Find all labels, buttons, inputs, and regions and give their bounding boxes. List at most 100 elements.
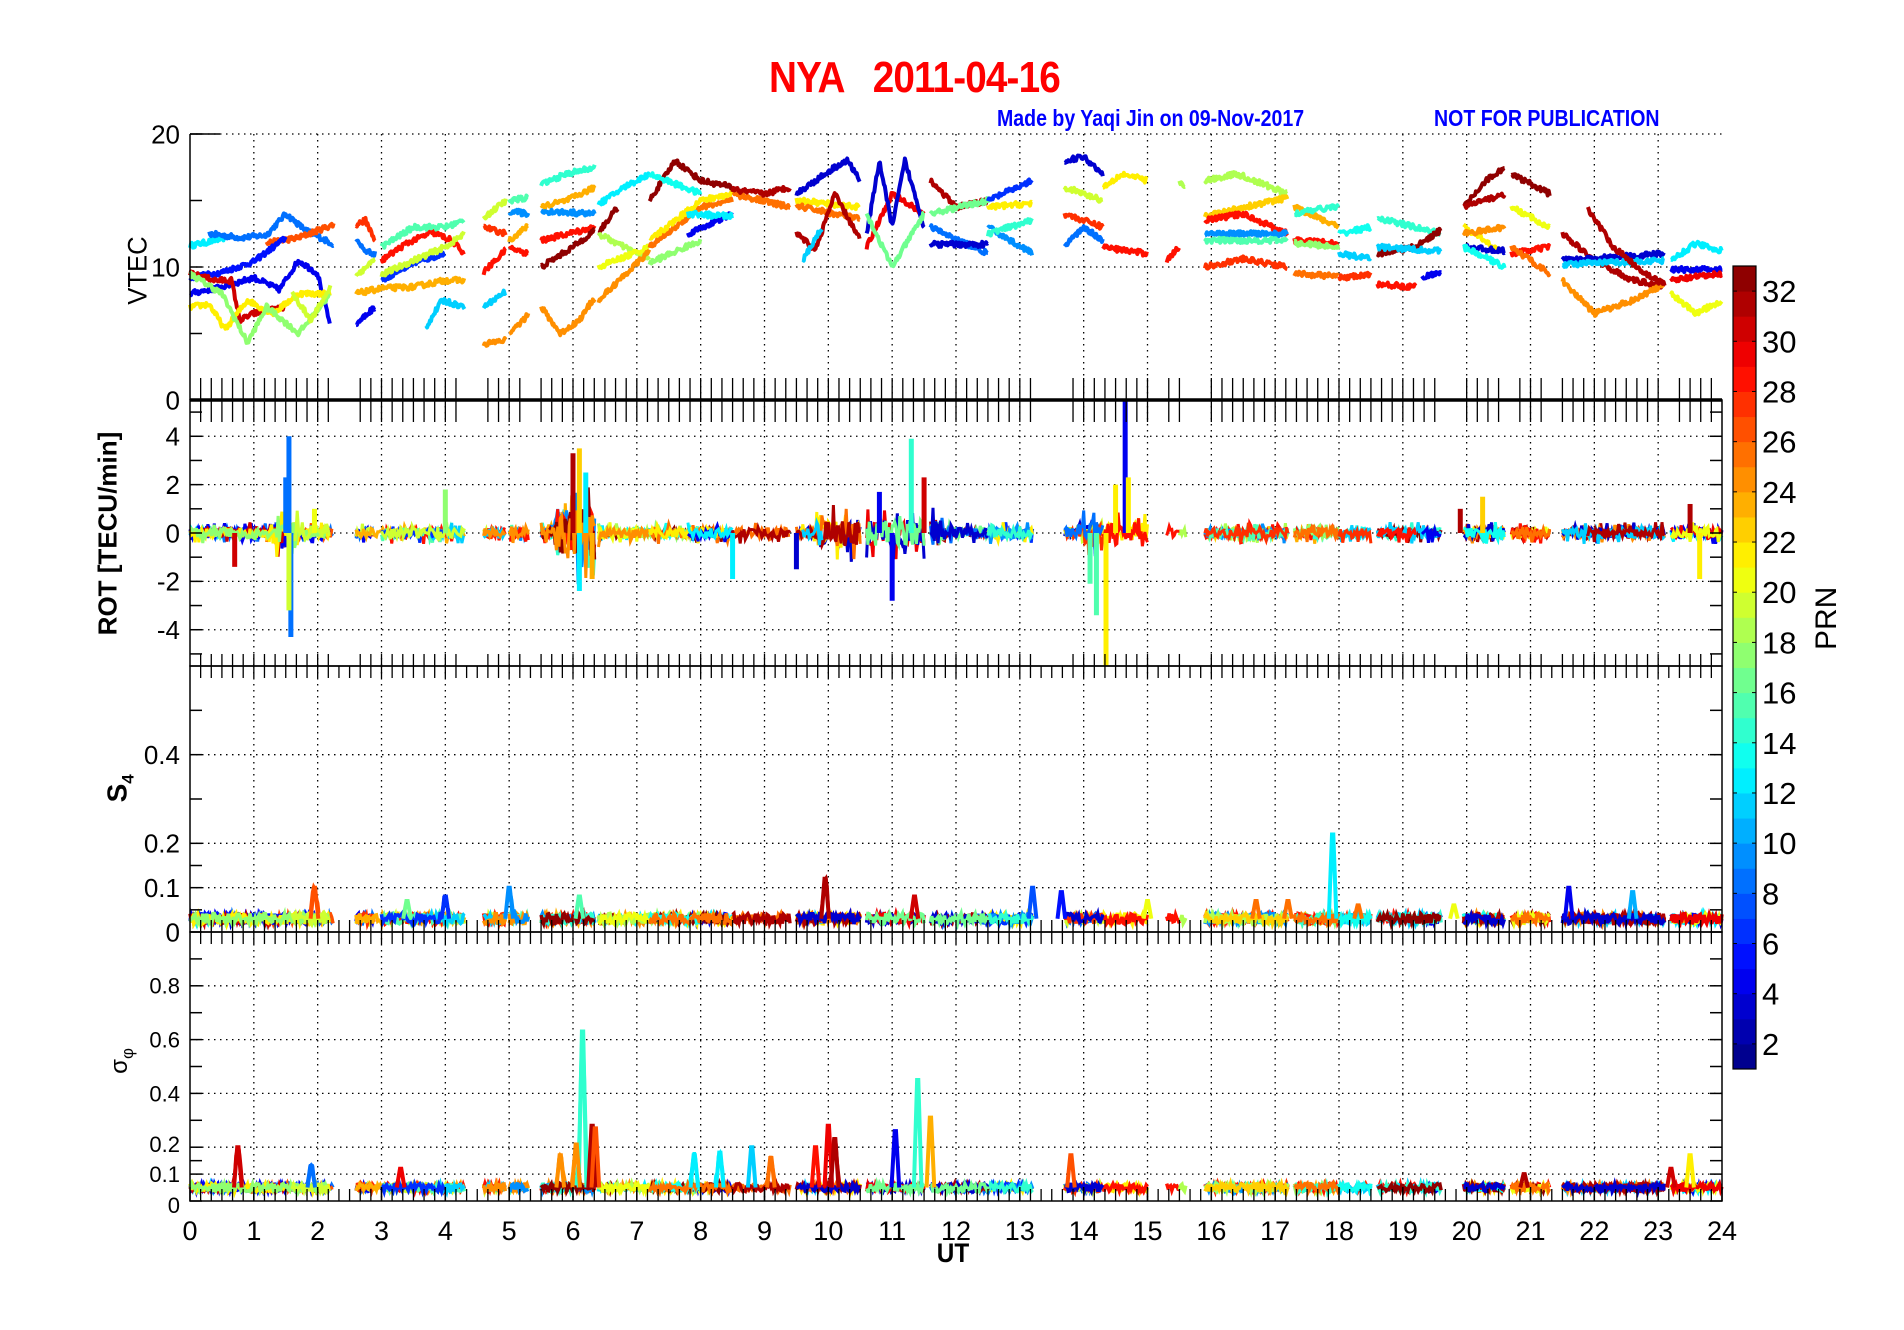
sigma-phi-peak-prn-14 [911, 1078, 924, 1188]
colorbar-tick-label: 16 [1762, 676, 1796, 711]
vtec-track-prn-27 [482, 223, 508, 238]
sigma_phi-ytick-label: 0.1 [149, 1162, 180, 1187]
sigma-phi-peak-prn-25 [765, 1156, 777, 1188]
rot-series-prn-28 [1376, 526, 1418, 543]
vtec-track-prn-32 [597, 206, 620, 235]
vtec-track-prn-24 [1461, 223, 1507, 237]
s4-series-prn-3 [1462, 908, 1506, 931]
colorbar-tick-label: 22 [1762, 525, 1796, 560]
rot-series-prn-4 [1420, 523, 1442, 543]
s4-peak-prn-25 [1250, 899, 1262, 920]
sigma-phi-peak-prn-28 [809, 1145, 822, 1188]
rot-ytick-label: -2 [157, 567, 180, 597]
sigma-phi-peak-prn-26 [1065, 1153, 1077, 1188]
vtec-track-prn-11 [1337, 250, 1373, 262]
sigma-phi-series-prn-22 [1203, 1176, 1290, 1198]
s4-series-prn-16 [928, 907, 990, 931]
s4-ytick-label: 0.4 [144, 740, 180, 770]
vtec-track-prn-20 [1669, 290, 1724, 317]
s4-peak-prn-5 [1055, 890, 1068, 919]
colorbar-tick-label: 18 [1762, 625, 1796, 660]
rot-series-prn-12 [686, 522, 734, 544]
s4-peak-prn-25 [1282, 899, 1294, 920]
colorbar-swatch-20 [1733, 567, 1756, 593]
sigma-phi-peak-prn-30 [232, 1145, 244, 1188]
vtec-track-prn-31 [1586, 206, 1667, 287]
s4-series-prn-20 [597, 908, 651, 928]
vtec-ytick-label: 0 [166, 385, 180, 415]
sigma-phi-series-prn-19 [290, 1179, 331, 1197]
vtec-ytick-label: 20 [151, 119, 180, 149]
x-tick-label: 6 [565, 1216, 580, 1246]
colorbar-swatch-32 [1733, 266, 1756, 292]
s4-peak-prn-20 [1141, 899, 1154, 920]
colorbar-swatch-8 [1733, 868, 1756, 894]
sigma-phi-peak-prn-31 [1518, 1172, 1530, 1188]
colorbar-swatch-25 [1733, 441, 1756, 468]
vtec-track-prn-20 [596, 243, 652, 270]
colorbar-swatch-24 [1733, 466, 1756, 493]
vtec-track-prn-9 [1203, 229, 1289, 239]
vtec-track-prn-6 [986, 177, 1034, 202]
vtec-track-prn-28 [1164, 245, 1181, 264]
colorbar-swatch-23 [1733, 491, 1756, 518]
x-tick-label: 18 [1324, 1216, 1354, 1246]
s4-ytick-label: 0 [166, 917, 180, 947]
colorbar-tick-label: 6 [1762, 927, 1779, 962]
rot-series-prn-31 [795, 505, 861, 551]
sigma-phi-series-prn-25 [1509, 1178, 1552, 1197]
sigma-phi-series-prn-25 [1293, 1177, 1341, 1198]
colorbar-swatch-18 [1733, 617, 1756, 643]
rot-series-prn-31 [731, 522, 792, 545]
vtec-track-prn-31 [730, 185, 792, 198]
colorbar-tick-label: 4 [1762, 977, 1779, 1012]
vtec-track-prn-24 [539, 297, 597, 338]
sigma-phi-series-prn-24 [481, 1177, 508, 1196]
colorbar-tick-label: 10 [1762, 826, 1796, 861]
sigma-phi-series-prn-3 [1561, 1177, 1667, 1199]
x-tick-label: 12 [941, 1216, 971, 1246]
rot-series-prn-27 [1337, 525, 1373, 544]
sigma-phi-peak-prn-21 [1684, 1153, 1696, 1188]
s4-series-prn-19 [290, 908, 331, 929]
colorbar-swatch-21 [1733, 542, 1756, 568]
sigma-phi-series-prn-16 [929, 1177, 990, 1198]
colorbar-swatch-11 [1733, 792, 1756, 819]
colorbar-swatch-1 [1733, 1043, 1756, 1070]
vtec-track-prn-25 [1292, 269, 1340, 280]
vtec-track-prn-14 [985, 217, 1034, 238]
vtec-track-prn-24 [508, 312, 531, 336]
sigma-phi-peak-prn-26 [589, 1126, 602, 1188]
colorbar-tick-label: 14 [1762, 726, 1796, 761]
rot-series-prn-28 [1101, 509, 1149, 548]
vtec-track-prn-13 [648, 171, 703, 196]
colorbar-swatch-29 [1733, 341, 1756, 367]
colorbar-swatch-12 [1733, 767, 1756, 794]
rot-ytick-label: 4 [166, 422, 180, 452]
s4-peak-prn-16 [401, 899, 413, 920]
colorbar-tick-label: 24 [1762, 475, 1796, 510]
vtec-track-prn-12 [685, 209, 734, 220]
rot-series-prn-24 [508, 521, 530, 544]
vtec-track-prn-3 [928, 239, 990, 249]
sigma-phi-peak-prn-24 [570, 1142, 582, 1188]
sigma-phi-series-prn-31 [730, 1178, 791, 1197]
rot-series-prn-24 [482, 524, 507, 541]
vtec-track-prn-17 [1293, 238, 1341, 251]
vtec-track-prn-18 [1203, 170, 1289, 197]
vtec-ytick-label: 10 [151, 252, 180, 282]
colorbar-swatch-3 [1733, 993, 1756, 1020]
sigma-phi-series-prn-28 [1165, 1182, 1180, 1197]
rot-series-prn-24 [539, 510, 596, 579]
x-tick-label: 4 [438, 1216, 453, 1246]
vtec-track-prn-13 [1462, 243, 1507, 270]
colorbar-tick-label: 8 [1762, 876, 1779, 911]
s4-peak-prn-12 [1326, 832, 1339, 919]
colorbar-tick-label: 26 [1762, 425, 1796, 460]
vtec-track-prn-25 [1509, 245, 1552, 278]
sigma-phi-peak-prn-29 [822, 1123, 835, 1188]
colorbar-swatch-2 [1733, 1018, 1756, 1045]
rot-series-prn-20 [1669, 522, 1723, 544]
vtec-track-prn-27 [1062, 212, 1105, 231]
